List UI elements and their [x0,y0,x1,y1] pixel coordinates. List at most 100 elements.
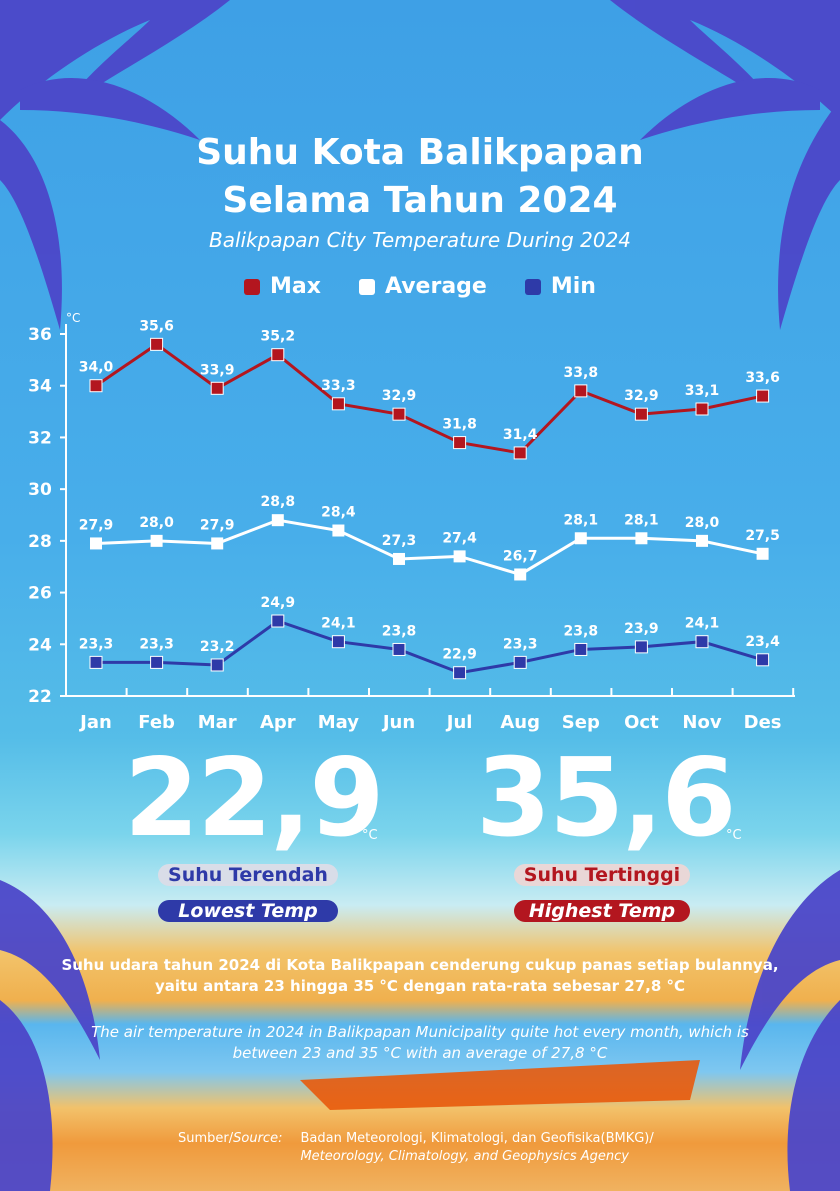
highest-temp-label-en: Highest Temp [514,900,690,922]
chart-legend: Max Average Min [0,274,840,299]
highest-temp-unit: °C [726,828,742,843]
data-point-average [635,532,648,545]
data-label-max: 33,1 [685,383,720,399]
data-point-max [392,407,406,421]
data-point-max [634,407,648,421]
x-tick-label: Nov [682,712,721,733]
x-tick-label: Des [744,712,782,733]
data-label-max: 33,6 [745,370,780,386]
legend-item-max: Max [244,274,321,299]
legend-swatch-average [358,278,375,295]
data-label-max: 33,9 [200,362,235,378]
data-label-average: 28,4 [321,505,356,521]
data-point-min [271,614,285,628]
data-label-average: 28,1 [624,512,659,528]
data-point-max [271,348,285,362]
data-point-min [89,655,103,669]
data-point-average [150,534,163,547]
x-tick-label: May [318,712,360,733]
data-label-min: 22,9 [442,647,477,663]
y-tick-label: 32 [28,428,52,448]
x-tick-label: Mar [198,712,237,733]
description-id: Suhu udara tahun 2024 di Kota Balikpapan… [61,956,779,995]
lowest-temp-value: 22,9 [124,736,384,861]
data-point-average [696,534,708,547]
x-tick-label: Oct [624,712,659,733]
data-label-average: 27,3 [382,533,417,549]
legend-swatch-min [524,278,541,295]
data-label-average: 27,5 [745,528,780,544]
lowest-temp-unit: °C [362,828,378,843]
legend-label-average: Average [384,274,487,299]
data-label-max: 35,6 [139,318,174,334]
y-tick-label: 30 [28,480,52,500]
data-label-average: 28,8 [261,494,296,510]
data-point-average [756,547,769,560]
data-point-min [150,655,164,669]
series-line-max [95,342,763,455]
data-point-max [453,436,467,450]
x-tick-label: Jun [381,712,415,733]
highest-temp-value: 35,6 [476,736,736,861]
data-point-min [210,658,224,672]
data-point-max [89,379,103,393]
y-tick-label: 34 [28,377,52,397]
data-point-average [514,568,527,581]
data-point-average [90,537,102,550]
data-label-min: 24,1 [685,616,720,632]
y-axis-unit: °C [66,311,80,325]
data-point-min [513,655,527,669]
data-label-average: 28,0 [139,515,174,531]
source-note: Sumber/Source: Badan Meteorologi, Klimat… [178,1130,654,1166]
data-label-min: 23,8 [382,623,417,639]
data-point-average [271,514,284,527]
data-point-max [574,384,588,398]
data-point-average [332,524,345,537]
data-label-max: 32,9 [382,388,417,404]
x-tick-label: Apr [260,712,296,733]
data-label-max: 33,3 [321,378,356,394]
data-point-average [211,537,224,550]
data-label-max: 31,8 [442,417,477,433]
data-point-min [331,635,345,649]
lowest-temp-label-en: Lowest Temp [158,900,338,922]
y-tick-label: 22 [28,687,52,707]
page-subtitle: Balikpapan City Temperature During 2024 [208,228,632,252]
data-label-min: 23,3 [139,636,174,652]
description-en: The air temperature in 2024 in Balikpapa… [91,1023,749,1062]
data-label-min: 23,3 [79,636,114,652]
data-point-average [393,552,405,565]
data-point-max [210,381,224,395]
data-label-average: 28,1 [564,512,599,528]
page-title-line1: Suhu Kota Balikpapan [196,132,644,173]
data-point-max [331,397,345,411]
data-label-min: 24,1 [321,616,356,632]
y-tick-label: 28 [28,532,52,552]
data-label-min: 23,4 [745,634,780,650]
data-label-average: 27,4 [442,530,477,546]
page-title-line2: Selama Tahun 2024 [222,180,618,221]
data-point-average [574,532,587,545]
legend-label-max: Max [270,274,321,299]
y-tick-label: 26 [28,584,52,604]
data-label-average: 28,0 [685,515,720,531]
x-tick-label: Jul [445,712,473,733]
data-label-max: 34,0 [79,360,114,376]
x-tick-label: Aug [500,712,540,733]
data-point-min [756,653,770,667]
data-point-max [695,402,709,416]
data-label-max: 32,9 [624,388,659,404]
data-point-max [756,389,770,403]
highest-temp-label: Suhu Tertinggi [514,864,690,886]
legend-swatch-max [244,278,261,295]
data-label-max: 33,8 [564,365,599,381]
data-label-max: 31,4 [503,427,538,443]
data-label-min: 23,3 [503,636,538,652]
data-point-min [695,635,709,649]
source-text: Badan Meteorologi, Klimatologi, dan Geof… [300,1131,654,1164]
y-tick-label: 36 [28,325,52,345]
data-label-min: 24,9 [261,595,296,611]
x-tick-label: Feb [138,712,175,733]
legend-label-min: Min [550,274,596,299]
